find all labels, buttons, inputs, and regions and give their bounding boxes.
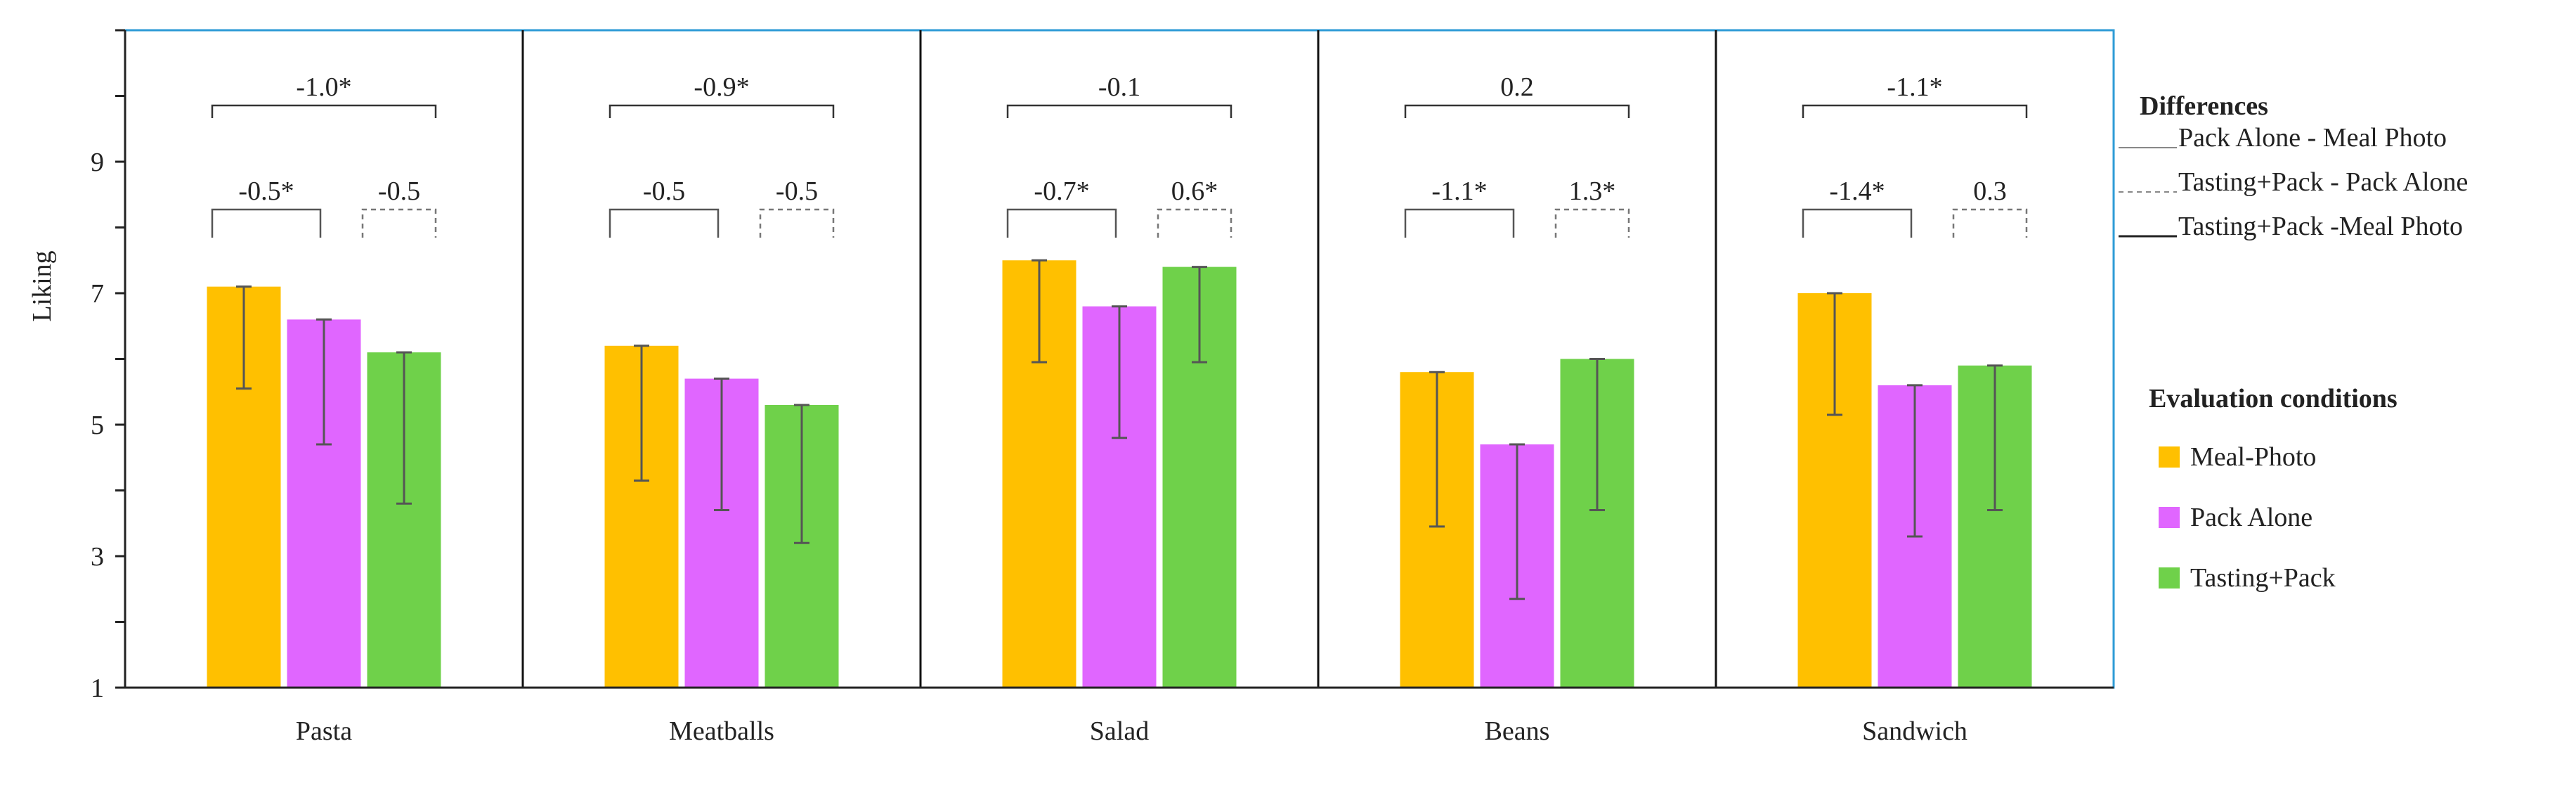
- legend-differences: Differences Pack Alone - Meal Photo Tasti…: [2119, 91, 2468, 241]
- bracket-pack-vs-meal: [1006, 208, 1117, 238]
- error-bars: [236, 259, 2003, 600]
- difference-label: -0.5: [378, 176, 420, 206]
- difference-label: 0.3: [1973, 176, 2007, 206]
- x-tick-label: Beans: [1485, 716, 1550, 746]
- difference-label: -1.1*: [1431, 176, 1487, 206]
- difference-label: 0.2: [1500, 72, 1534, 102]
- bracket-tasting-vs-meal: [609, 104, 835, 118]
- legend-item-label: Tasting+Pack - Pack Alone: [2178, 167, 2468, 197]
- bracket-pack-vs-meal: [211, 208, 322, 238]
- difference-label: -0.5: [776, 176, 818, 206]
- y-axis-label: Liking: [27, 250, 57, 321]
- y-tick-label: 7: [91, 279, 104, 309]
- difference-label: -1.0*: [296, 72, 351, 102]
- difference-label: 0.6*: [1171, 176, 1218, 206]
- x-tick-label: Meatballs: [669, 716, 774, 746]
- difference-label: -0.9*: [694, 72, 749, 102]
- difference-label: -0.1: [1098, 72, 1140, 102]
- x-axis-labels: Pasta Meatballs Salad Beans Sandwich: [296, 716, 1967, 746]
- bracket-tasting-vs-meal: [1802, 104, 2028, 118]
- legend-item-label: Pack Alone: [2190, 503, 2312, 532]
- bracket-pack-vs-meal: [1802, 208, 1913, 238]
- bracket-tasting-vs-pack: [1157, 208, 1232, 238]
- y-tick-label: 3: [91, 542, 104, 572]
- x-tick-label: Salad: [1090, 716, 1149, 746]
- y-axis: 1 3 5 7 9: [91, 29, 2114, 703]
- legend-conditions-title: Evaluation conditions: [2149, 384, 2398, 413]
- legend-evaluation-conditions: Evaluation conditions Meal-Photo Pack Alo…: [2149, 384, 2398, 593]
- y-tick-label: 1: [91, 674, 104, 703]
- bracket-tasting-vs-meal: [1404, 104, 1630, 118]
- x-tick-label: Sandwich: [1862, 716, 1967, 746]
- difference-brackets: -0.5* -0.5 -1.0* -0.5 -0.5 -0.9* -0.7* 0.6* -0.1…: [211, 72, 2028, 238]
- legend-item-label: Tasting+Pack -Meal Photo: [2178, 212, 2463, 241]
- difference-label: -0.5: [643, 176, 685, 206]
- difference-label: 1.3*: [1569, 176, 1616, 206]
- bracket-tasting-vs-pack: [759, 208, 835, 238]
- legend-swatch: [2159, 507, 2180, 528]
- legend-item-label: Meal-Photo: [2190, 442, 2316, 472]
- legend-differences-title: Differences: [2140, 91, 2268, 121]
- bracket-tasting-vs-pack: [1554, 208, 1630, 238]
- y-tick-label: 5: [91, 411, 104, 440]
- bracket-tasting-vs-meal: [211, 104, 437, 118]
- legend-item-label: Pack Alone - Meal Photo: [2178, 123, 2447, 153]
- x-tick-label: Pasta: [296, 716, 352, 746]
- bracket-pack-vs-meal: [609, 208, 720, 238]
- y-tick-label: 9: [91, 148, 104, 177]
- difference-label: -1.4*: [1829, 176, 1885, 206]
- bracket-tasting-vs-pack: [361, 208, 437, 238]
- difference-label: -0.7*: [1034, 176, 1089, 206]
- legend-swatch: [2159, 446, 2180, 468]
- bracket-tasting-vs-meal: [1006, 104, 1232, 118]
- bracket-pack-vs-meal: [1404, 208, 1515, 238]
- bracket-tasting-vs-pack: [1952, 208, 2028, 238]
- legend-swatch: [2159, 567, 2180, 589]
- legend-item-label: Tasting+Pack: [2190, 563, 2336, 593]
- difference-label: -1.1*: [1887, 72, 1942, 102]
- difference-label: -0.5*: [238, 176, 294, 206]
